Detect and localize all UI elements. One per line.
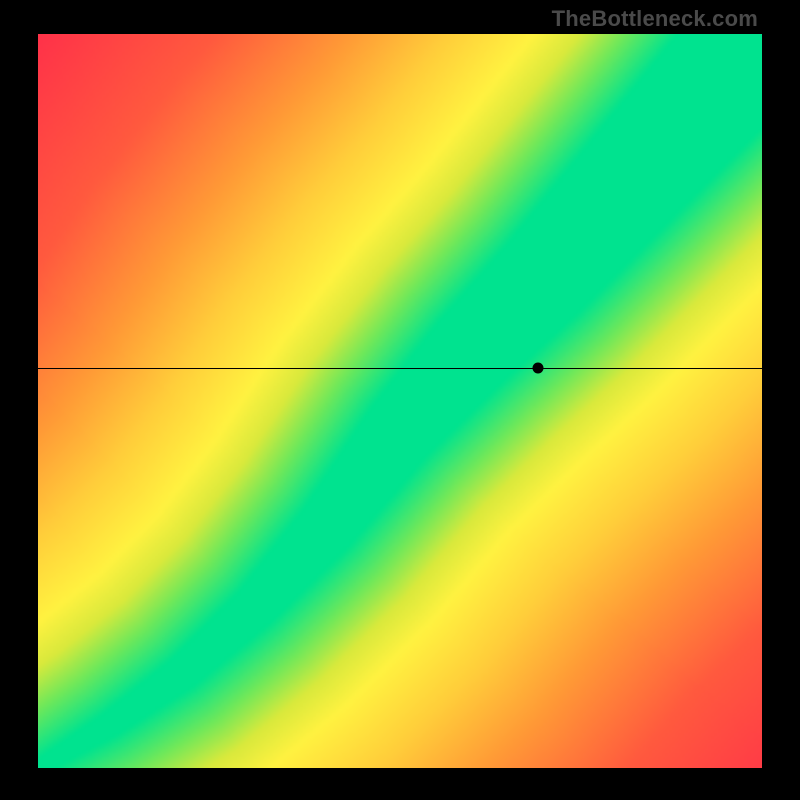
heatmap-canvas — [38, 34, 762, 768]
heatmap-plot — [38, 34, 762, 768]
watermark-text: TheBottleneck.com — [552, 6, 758, 32]
crosshair-horizontal — [38, 368, 762, 369]
crosshair-vertical — [538, 768, 539, 800]
chart-frame: TheBottleneck.com — [0, 0, 800, 800]
crosshair-marker — [532, 362, 543, 373]
